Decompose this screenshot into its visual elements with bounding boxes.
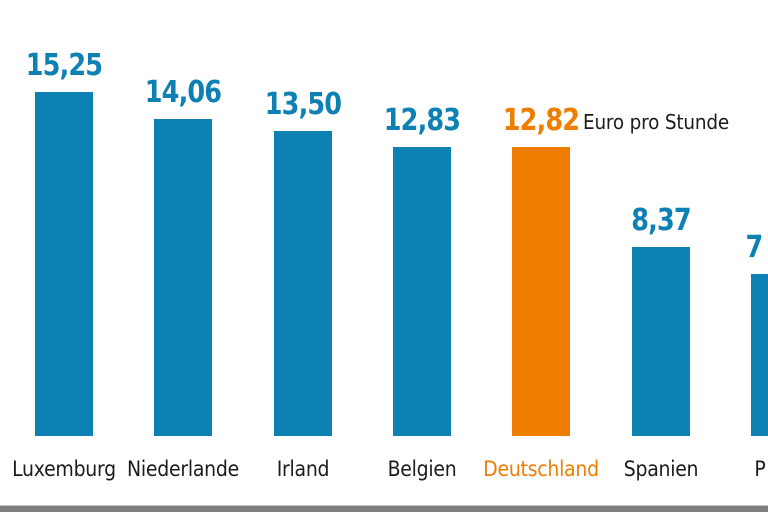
- bar-value-label: 14,06: [145, 75, 222, 110]
- bar-country-label: Deutschland: [483, 457, 600, 481]
- bar-irland: [273, 131, 332, 436]
- bar-value-label: 13,50: [264, 87, 341, 122]
- bar-country-label: Spanien: [623, 457, 698, 481]
- bar-value-label: 8,37: [630, 203, 691, 238]
- bar-country-label: Luxemburg: [12, 457, 116, 481]
- unit-label: Euro pro Stunde: [583, 110, 729, 134]
- bottom-divider: [0, 505, 768, 512]
- bar-spanien: [631, 247, 690, 436]
- bar-country-label: Irland: [276, 457, 329, 481]
- bar-country-label: Niederlande: [127, 457, 240, 481]
- bar-country-label: Belgien: [387, 457, 457, 481]
- bar-value-label: 12,82: [503, 103, 580, 138]
- bar-p: [750, 274, 768, 436]
- bar-niederlande: [154, 119, 213, 436]
- bar-value-label: 15,25: [25, 48, 103, 83]
- bar-value-label: 12,83: [383, 103, 461, 138]
- bar-country-label: P: [754, 457, 766, 481]
- bar-value-label: 7: [745, 230, 764, 265]
- bar-belgien: [392, 147, 451, 436]
- bar-deutschland: [512, 147, 571, 436]
- bar-luxemburg: [35, 92, 93, 436]
